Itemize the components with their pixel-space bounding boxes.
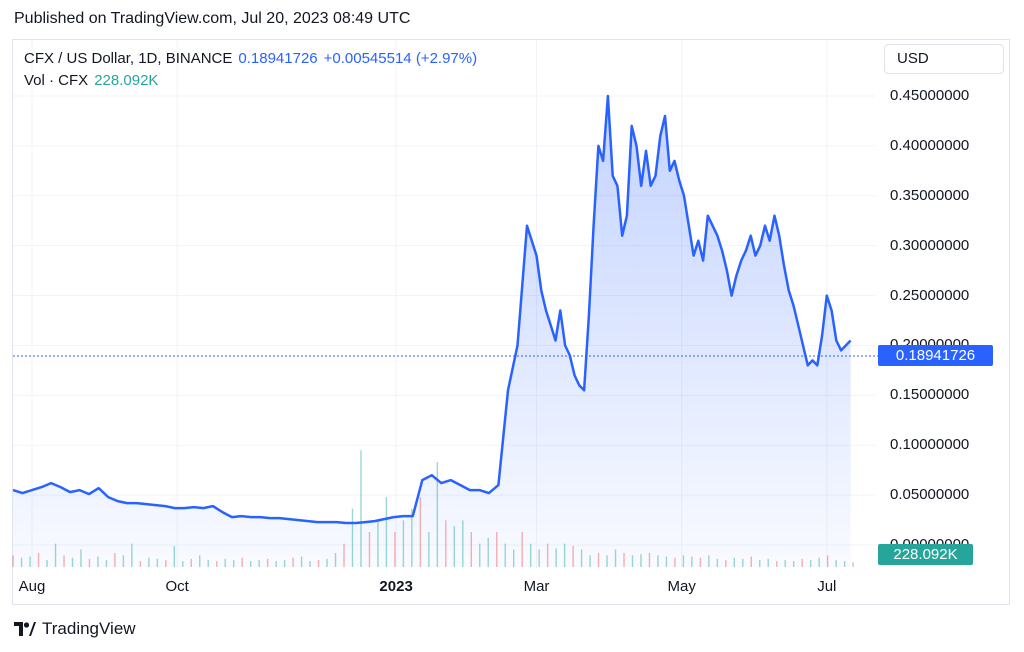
chart-frame bbox=[12, 39, 1010, 605]
volume-label: Vol · CFX bbox=[24, 72, 89, 89]
tradingview-logo-icon bbox=[14, 622, 36, 636]
y-tick-label: 0.15000000 bbox=[890, 386, 970, 404]
x-tick-label: Mar bbox=[523, 578, 550, 595]
price-line bbox=[12, 94, 852, 525]
published-caption: Published on TradingView.com, Jul 20, 20… bbox=[14, 10, 411, 27]
x-tick-label: Jul bbox=[817, 578, 837, 595]
x-tick-label: 2023 bbox=[379, 578, 413, 595]
x-tick-label: May bbox=[667, 578, 696, 595]
y-tick-label: 0.25000000 bbox=[890, 286, 970, 304]
last-price-tag: 0.18941726 bbox=[878, 345, 993, 366]
chart-legend: CFX / US Dollar, 1D, BINANCE 0.18941726 +0… bbox=[24, 48, 477, 92]
y-tick-label: 0.45000000 bbox=[890, 87, 970, 104]
x-tick-label: Oct bbox=[165, 578, 189, 595]
tradingview-logo[interactable]: TradingView bbox=[14, 619, 136, 639]
y-tick-label: 0.05000000 bbox=[890, 486, 970, 504]
brand-name: TradingView bbox=[42, 619, 136, 638]
y-tick-label: 0.10000000 bbox=[890, 436, 970, 454]
y-tick-label: 0.40000000 bbox=[890, 136, 970, 154]
y-tick-label: 0.30000000 bbox=[890, 236, 970, 254]
volume-bar bbox=[852, 562, 854, 567]
price-area bbox=[13, 96, 851, 567]
y-tick-label: 0.35000000 bbox=[890, 186, 970, 204]
volume-bar bbox=[360, 450, 362, 567]
symbol-title: CFX / US Dollar, 1D, BINANCE bbox=[24, 50, 233, 67]
x-tick-label: Aug bbox=[18, 578, 46, 595]
price-change: +0.00545514 (+2.97%) bbox=[323, 50, 478, 67]
volume-tag: 228.092K bbox=[878, 544, 973, 565]
last-price: 0.18941726 bbox=[238, 50, 318, 67]
currency-button[interactable]: USD bbox=[884, 44, 1004, 74]
volume-value: 228.092K bbox=[94, 72, 159, 89]
